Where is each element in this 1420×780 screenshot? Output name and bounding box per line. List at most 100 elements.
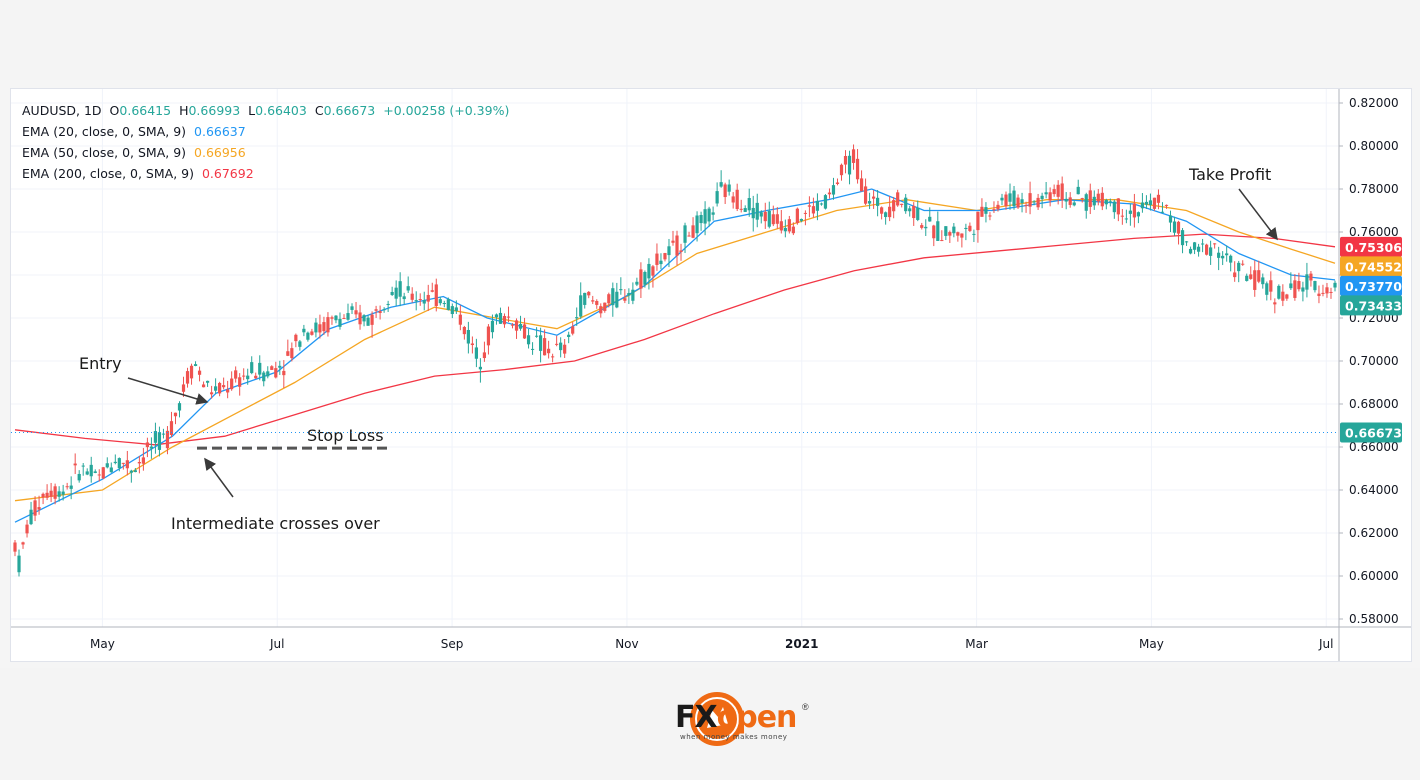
annotation-stop-loss: Stop Loss: [307, 426, 384, 445]
legend-ema20-value: 0.66637: [194, 124, 246, 139]
candle-body: [49, 490, 53, 497]
candle-body: [1072, 202, 1076, 206]
candle-body: [101, 467, 105, 479]
legend-ema50-row[interactable]: EMA (50, close, 0, SMA, 9) 0.66956: [22, 142, 513, 163]
candle-body: [362, 315, 366, 322]
price-label-badge: [1340, 422, 1402, 443]
candle-body: [1329, 291, 1333, 293]
legend-ema50-label: EMA (50, close, 0, SMA, 9): [22, 145, 187, 160]
candle-body: [1024, 205, 1028, 207]
legend-ema200-value: 0.67692: [201, 166, 254, 181]
candle-body: [302, 328, 306, 333]
candle-body: [1241, 263, 1245, 265]
candle-body: [37, 507, 41, 510]
candle-body: [310, 331, 314, 335]
candle-body: [486, 326, 491, 346]
candle-body: [811, 206, 816, 214]
legend-ema200-row[interactable]: EMA (200, close, 0, SMA, 9) 0.67692: [22, 163, 513, 184]
candle-body: [1200, 243, 1205, 245]
candle-layer: [13, 144, 1337, 577]
candle-body: [1309, 273, 1313, 281]
candle-body: [1056, 184, 1060, 197]
legend-change: +0.00258 (+0.39%): [383, 103, 510, 118]
candle-body: [141, 457, 145, 464]
candle-body: [1265, 283, 1269, 295]
candle-body: [655, 253, 659, 265]
candle-body: [1285, 294, 1289, 299]
candle-body: [968, 225, 972, 231]
candle-body: [583, 292, 587, 305]
axis-layer: 0.820000.800000.780000.760000.740000.720…: [11, 89, 1411, 661]
candle-body: [358, 312, 362, 325]
candle-body: [671, 240, 675, 243]
candle-body: [727, 184, 731, 192]
y-tick-label: 0.82000: [1349, 96, 1399, 110]
candle-body: [1217, 252, 1221, 258]
candle-body: [719, 182, 723, 187]
candle-body: [93, 471, 97, 473]
candle-body: [767, 210, 771, 227]
candle-body: [1008, 193, 1012, 202]
candle-body: [113, 461, 117, 464]
candle-body: [326, 317, 330, 333]
candle-body: [827, 192, 832, 195]
candle-body: [1016, 197, 1020, 208]
candle-body: [274, 368, 278, 378]
candle-body: [631, 289, 635, 301]
candle-body: [534, 335, 539, 337]
candle-body: [398, 281, 402, 297]
candle-body: [563, 344, 567, 354]
candle-body: [290, 348, 294, 359]
candle-body: [1213, 243, 1217, 245]
y-tick-label: 0.76000: [1349, 225, 1399, 239]
candle-body: [1000, 197, 1004, 201]
candle-body: [699, 215, 703, 224]
candle-body: [675, 235, 679, 256]
candle-body: [924, 226, 928, 229]
logo-ring: [695, 697, 739, 741]
candle-body: [607, 294, 611, 304]
candle-body: [1205, 244, 1209, 255]
candle-body: [835, 182, 840, 185]
candle-body: [169, 421, 174, 435]
candle-body: [543, 338, 547, 356]
candle-body: [490, 320, 495, 333]
candle-body: [843, 156, 848, 165]
candle-body: [306, 332, 310, 340]
candle-body: [498, 312, 503, 324]
candle-body: [105, 463, 109, 468]
candle-body: [246, 375, 250, 380]
candle-body: [1052, 189, 1056, 195]
x-tick-label: Jul: [269, 637, 284, 651]
candle-body: [623, 298, 627, 301]
candle-body: [1305, 274, 1309, 290]
brand-fx: FX: [675, 700, 718, 735]
candle-body: [775, 214, 779, 224]
candle-body: [591, 300, 595, 302]
candle-body: [137, 462, 141, 464]
candle-body: [482, 352, 487, 359]
candle-body: [555, 343, 559, 345]
y-tick-label: 0.68000: [1349, 397, 1399, 411]
candle-body: [478, 366, 483, 370]
price-label-text: 0.74552: [1345, 259, 1402, 274]
chart-legend: AUDUSD, 1D O0.66415 H0.66993 L0.66403 C0…: [22, 100, 513, 184]
x-tick-label: Sep: [441, 637, 464, 651]
candle-body: [1152, 197, 1157, 209]
candle-body: [382, 309, 386, 311]
candle-body: [314, 322, 318, 333]
candle-body: [988, 215, 992, 217]
candle-body: [940, 240, 944, 242]
candle-body: [707, 208, 711, 222]
candle-body: [884, 212, 888, 218]
candle-body: [65, 486, 69, 488]
candle-body: [153, 431, 158, 443]
candle-body: [318, 324, 322, 333]
candle-body: [161, 433, 166, 435]
candle-body: [418, 299, 422, 301]
candle-body: [599, 306, 603, 314]
legend-ema20-row[interactable]: EMA (20, close, 0, SMA, 9) 0.66637: [22, 121, 513, 142]
brand-open: open: [716, 700, 798, 735]
candle-body: [258, 362, 262, 375]
candle-body: [25, 524, 29, 534]
